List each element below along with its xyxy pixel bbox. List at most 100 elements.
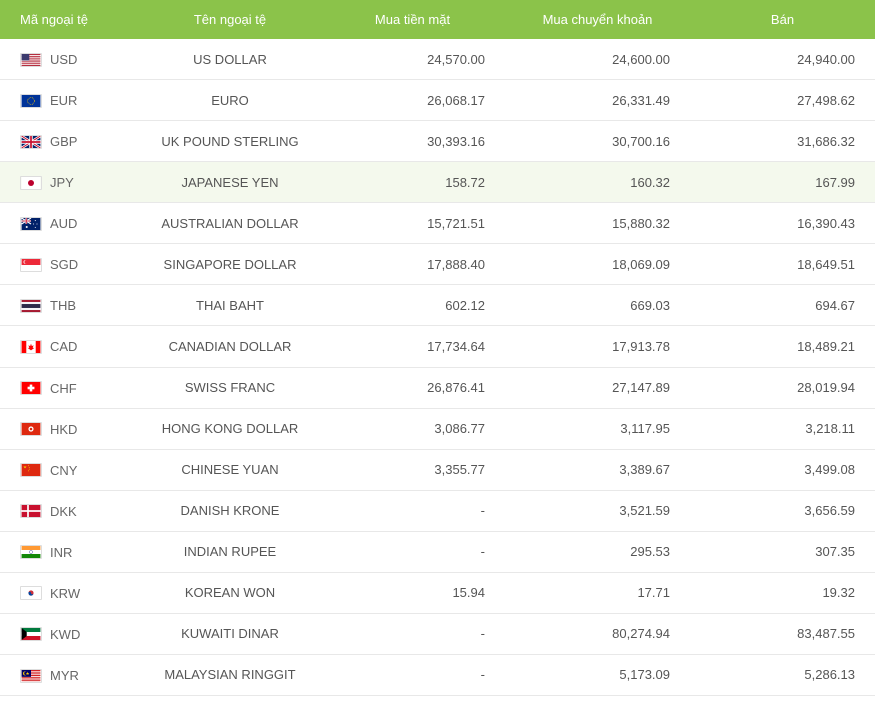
cell-sell: 18,649.51	[690, 244, 875, 285]
cell-name: MALAYSIAN RINGGIT	[140, 654, 320, 695]
cell-name: INDIAN RUPEE	[140, 531, 320, 572]
jpy-flag-icon	[20, 176, 42, 190]
cell-cash: 17,734.64	[320, 326, 505, 367]
dkk-flag-icon	[20, 504, 42, 518]
cell-name: CHINESE YUAN	[140, 449, 320, 490]
cell-cash: -	[320, 613, 505, 654]
cell-name: CANADIAN DOLLAR	[140, 326, 320, 367]
cell-name: AUSTRALIAN DOLLAR	[140, 203, 320, 244]
cad-flag-icon	[20, 340, 42, 354]
cell-sell: 16,390.43	[690, 203, 875, 244]
table-row: GBPUK POUND STERLING30,393.1630,700.1631…	[0, 121, 875, 162]
cell-sell: 24,940.00	[690, 39, 875, 80]
cell-name: THAI BAHT	[140, 285, 320, 326]
col-header-transfer: Mua chuyển khoản	[505, 0, 690, 39]
col-header-name: Tên ngoại tệ	[140, 0, 320, 39]
table-row: DKKDANISH KRONE-3,521.593,656.59	[0, 490, 875, 531]
cell-transfer: 15,880.32	[505, 203, 690, 244]
col-header-code: Mã ngoại tệ	[0, 0, 140, 39]
cell-transfer: 18,069.09	[505, 244, 690, 285]
cell-sell: 18,489.21	[690, 326, 875, 367]
cell-transfer: 27,147.89	[505, 367, 690, 408]
cell-cash: 26,068.17	[320, 80, 505, 121]
cell-sell: 694.67	[690, 285, 875, 326]
exchange-rate-table: Mã ngoại tệ Tên ngoại tệ Mua tiền mặt Mu…	[0, 0, 875, 696]
cell-cash: 15.94	[320, 572, 505, 613]
table-row: THBTHAI BAHT602.12669.03694.67	[0, 285, 875, 326]
cell-code: HKD	[0, 408, 140, 449]
krw-flag-icon	[20, 586, 42, 600]
eur-flag-icon	[20, 94, 42, 108]
table-row: KRWKOREAN WON15.9417.7119.32	[0, 572, 875, 613]
currency-code: MYR	[50, 668, 79, 683]
cell-cash: 158.72	[320, 162, 505, 203]
cell-transfer: 30,700.16	[505, 121, 690, 162]
cell-sell: 3,656.59	[690, 490, 875, 531]
myr-flag-icon	[20, 669, 42, 683]
cell-code: USD	[0, 39, 140, 80]
sgd-flag-icon	[20, 258, 42, 272]
table-row: CHFSWISS FRANC26,876.4127,147.8928,019.9…	[0, 367, 875, 408]
table-row: HKDHONG KONG DOLLAR3,086.773,117.953,218…	[0, 408, 875, 449]
cell-code: GBP	[0, 121, 140, 162]
aud-flag-icon	[20, 217, 42, 231]
cell-name: DANISH KRONE	[140, 490, 320, 531]
cell-code: EUR	[0, 80, 140, 121]
chf-flag-icon	[20, 381, 42, 395]
cell-cash: -	[320, 654, 505, 695]
col-header-cash: Mua tiền mặt	[320, 0, 505, 39]
table-row: CADCANADIAN DOLLAR17,734.6417,913.7818,4…	[0, 326, 875, 367]
table-row: KWDKUWAITI DINAR-80,274.9483,487.55	[0, 613, 875, 654]
cell-code: KRW	[0, 572, 140, 613]
cell-transfer: 24,600.00	[505, 39, 690, 80]
cell-cash: 17,888.40	[320, 244, 505, 285]
cell-name: US DOLLAR	[140, 39, 320, 80]
cell-sell: 83,487.55	[690, 613, 875, 654]
cell-cash: 3,086.77	[320, 408, 505, 449]
cell-code: AUD	[0, 203, 140, 244]
table-row: EUREURO26,068.1726,331.4927,498.62	[0, 80, 875, 121]
cell-name: UK POUND STERLING	[140, 121, 320, 162]
table-row: CNYCHINESE YUAN3,355.773,389.673,499.08	[0, 449, 875, 490]
cell-cash: -	[320, 490, 505, 531]
cny-flag-icon	[20, 463, 42, 477]
cell-code: SGD	[0, 244, 140, 285]
cell-transfer: 669.03	[505, 285, 690, 326]
cell-transfer: 5,173.09	[505, 654, 690, 695]
table-body: USDUS DOLLAR24,570.0024,600.0024,940.00E…	[0, 39, 875, 696]
cell-name: EURO	[140, 80, 320, 121]
currency-code: USD	[50, 52, 77, 67]
table-row: SGDSINGAPORE DOLLAR17,888.4018,069.0918,…	[0, 244, 875, 285]
cell-code: JPY	[0, 162, 140, 203]
currency-code: AUD	[50, 216, 77, 231]
cell-code: INR	[0, 531, 140, 572]
cell-transfer: 17,913.78	[505, 326, 690, 367]
table-header: Mã ngoại tệ Tên ngoại tệ Mua tiền mặt Mu…	[0, 0, 875, 39]
cell-transfer: 3,389.67	[505, 449, 690, 490]
gbp-flag-icon	[20, 135, 42, 149]
currency-code: INR	[50, 545, 72, 560]
cell-code: CNY	[0, 449, 140, 490]
usd-flag-icon	[20, 53, 42, 67]
cell-code: THB	[0, 285, 140, 326]
table-row: INRINDIAN RUPEE-295.53307.35	[0, 531, 875, 572]
cell-cash: 26,876.41	[320, 367, 505, 408]
cell-transfer: 160.32	[505, 162, 690, 203]
hkd-flag-icon	[20, 422, 42, 436]
currency-code: CHF	[50, 381, 77, 396]
table-row: USDUS DOLLAR24,570.0024,600.0024,940.00	[0, 39, 875, 80]
currency-code: CNY	[50, 463, 77, 478]
cell-cash: 30,393.16	[320, 121, 505, 162]
cell-sell: 3,218.11	[690, 408, 875, 449]
cell-name: KUWAITI DINAR	[140, 613, 320, 654]
currency-code: SGD	[50, 257, 78, 272]
cell-sell: 307.35	[690, 531, 875, 572]
cell-sell: 28,019.94	[690, 367, 875, 408]
currency-code: KWD	[50, 627, 80, 642]
cell-sell: 167.99	[690, 162, 875, 203]
cell-code: MYR	[0, 654, 140, 695]
cell-sell: 5,286.13	[690, 654, 875, 695]
cell-sell: 19.32	[690, 572, 875, 613]
kwd-flag-icon	[20, 627, 42, 641]
currency-code: THB	[50, 298, 76, 313]
